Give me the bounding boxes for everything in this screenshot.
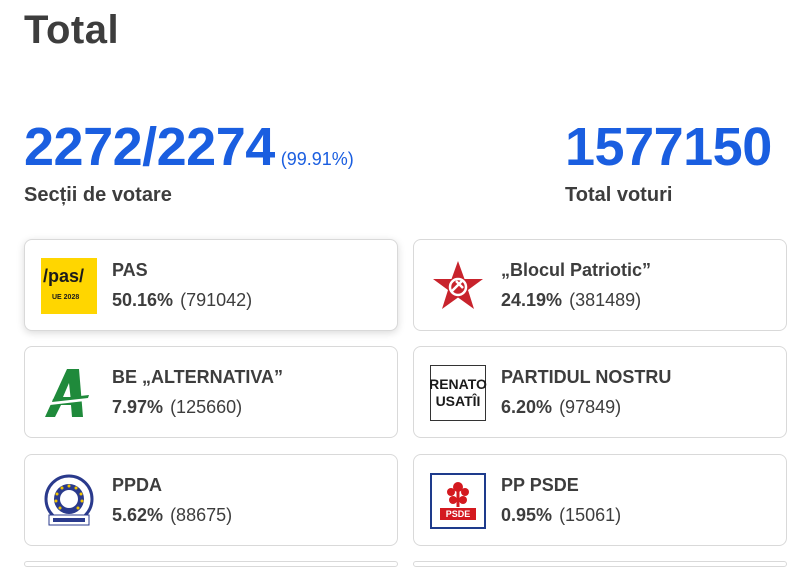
total-votes-stat: 1577150 Total voturi — [565, 112, 772, 207]
party-card-blocul-patriotic[interactable]: „Blocul Patriotic” 24.19% (381489) — [413, 239, 787, 331]
renato-logo-line1: RENATO — [429, 376, 487, 392]
party-votes: (125660) — [170, 397, 243, 417]
total-votes-label: Total voturi — [565, 184, 673, 206]
party-name: PAS — [112, 260, 148, 280]
red-star-logo — [430, 258, 486, 314]
party-card-partidul-nostru[interactable]: RENATO USATÎI PARTIDUL NOSTRU 6.20% (978… — [413, 346, 787, 438]
party-result: 50.16% (791042) — [112, 290, 252, 311]
party-card-partial[interactable] — [24, 561, 398, 567]
psde-logo: PSDE — [430, 473, 486, 529]
party-percent: 6.20% — [501, 397, 553, 417]
party-card-partial[interactable] — [413, 561, 787, 567]
renato-usatii-logo: RENATO USATÎI — [429, 365, 487, 421]
polling-stations-value: 2272/2274 (99.91%) — [24, 112, 354, 182]
pas-logo-text: /pas/ — [43, 266, 85, 286]
party-percent: 50.16% — [112, 290, 174, 310]
party-result: 7.97% (125660) — [112, 397, 242, 418]
party-result: 24.19% (381489) — [501, 290, 641, 311]
stations-percent: (99.91%) — [280, 149, 354, 169]
psde-logo-text: PSDE — [440, 508, 476, 520]
party-percent: 24.19% — [501, 290, 563, 310]
ppda-seal-logo — [41, 473, 97, 529]
party-percent: 7.97% — [112, 397, 164, 417]
pas-logo-sub: UE 2028 — [52, 294, 80, 301]
page-title: Total — [24, 8, 120, 52]
polling-stations-stat: 2272/2274 (99.91%) Secții de votare — [24, 112, 354, 207]
party-votes: (88675) — [170, 505, 233, 525]
green-a-logo — [41, 365, 97, 421]
stations-label: Secții de votare — [24, 184, 172, 206]
party-percent: 5.62% — [112, 505, 164, 525]
party-name: BE „ALTERNATIVA” — [112, 367, 283, 387]
party-result: 6.20% (97849) — [501, 397, 621, 418]
party-result: 5.62% (88675) — [112, 505, 232, 526]
party-votes: (381489) — [569, 290, 642, 310]
party-name: PP PSDE — [501, 475, 579, 495]
total-votes-value: 1577150 — [565, 117, 772, 177]
pas-logo: /pas/ UE 2028 — [41, 258, 97, 314]
party-name: „Blocul Patriotic” — [501, 260, 652, 280]
renato-logo-line2: USATÎI — [435, 393, 481, 409]
party-name: PARTIDUL NOSTRU — [501, 367, 672, 387]
party-card-pas[interactable]: /pas/ UE 2028 PAS 50.16% (791042) — [24, 239, 398, 331]
party-result: 0.95% (15061) — [501, 505, 621, 526]
stations-counted: 2272/2274 — [24, 117, 275, 177]
party-name: PPDA — [112, 475, 163, 495]
party-card-alternativa[interactable]: BE „ALTERNATIVA” 7.97% (125660) — [24, 346, 398, 438]
party-votes: (97849) — [559, 397, 622, 417]
party-percent: 0.95% — [501, 505, 553, 525]
party-card-ppda[interactable]: PPDA 5.62% (88675) — [24, 454, 398, 546]
party-votes: (791042) — [180, 290, 253, 310]
party-votes: (15061) — [559, 505, 622, 525]
party-card-pp-psde[interactable]: PSDE PP PSDE 0.95% (15061) — [413, 454, 787, 546]
